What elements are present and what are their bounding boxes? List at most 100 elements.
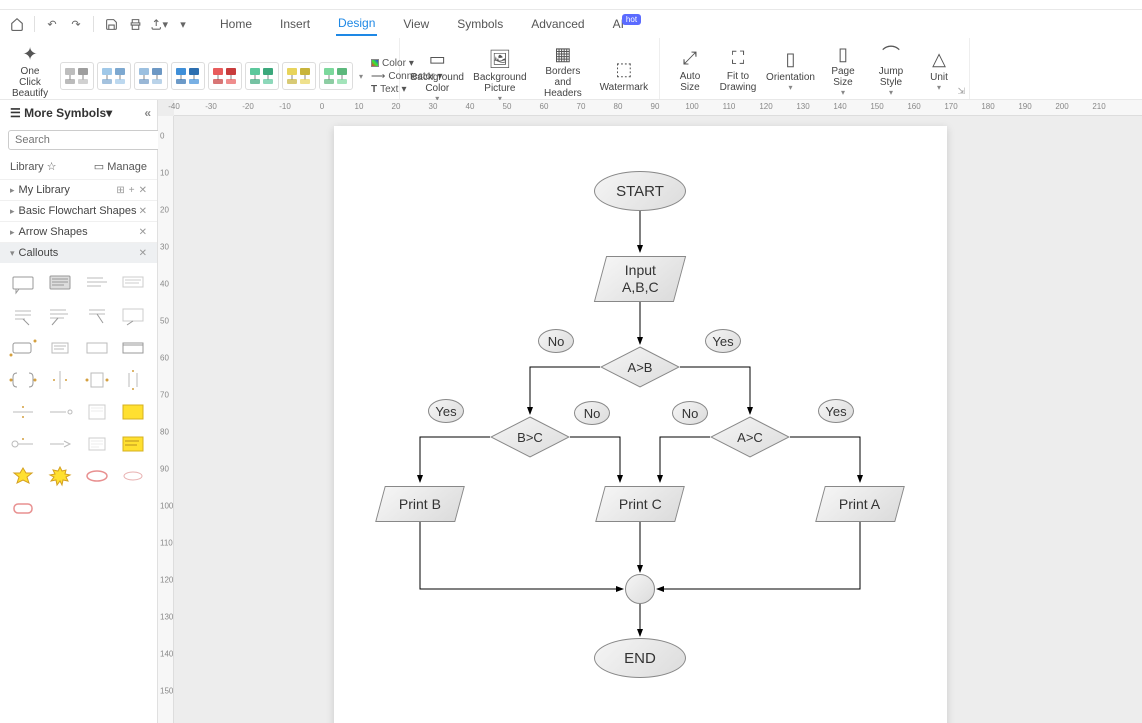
tab-insert[interactable]: Insert xyxy=(278,13,312,35)
theme-swatch-1[interactable] xyxy=(97,62,131,90)
add-lib-icon[interactable]: ⊞ xyxy=(116,185,124,196)
unit-button[interactable]: △Unit▾ xyxy=(917,48,961,94)
theme-swatch-3[interactable] xyxy=(171,62,205,90)
flowchart-connectors xyxy=(334,126,947,723)
autosize-button[interactable]: ⤢Auto Size xyxy=(668,47,712,95)
export-icon[interactable]: ▾ xyxy=(150,15,168,33)
node-d_ab[interactable]: A>B xyxy=(600,346,680,388)
tab-symbols[interactable]: Symbols xyxy=(455,13,505,35)
close-section-icon[interactable]: ✕ xyxy=(139,248,147,259)
node-pb[interactable]: Print B xyxy=(375,486,465,522)
tab-advanced[interactable]: Advanced xyxy=(529,13,586,35)
theme-swatch-2[interactable] xyxy=(134,62,168,90)
plus-lib-icon[interactable]: + xyxy=(129,185,135,196)
callout-shape-19[interactable] xyxy=(118,399,148,425)
callout-shape-15[interactable] xyxy=(118,367,148,393)
callout-shape-11[interactable] xyxy=(118,335,148,361)
close-section-icon[interactable]: ✕ xyxy=(139,206,147,217)
jumpstyle-button[interactable]: ⌒Jump Style▾ xyxy=(869,42,913,99)
theme-swatch-5[interactable] xyxy=(245,62,279,90)
callout-shape-8[interactable] xyxy=(8,335,38,361)
section-callouts[interactable]: ▾Callouts✕ xyxy=(0,242,157,263)
library-dropdown[interactable]: Library ☆ xyxy=(10,160,57,173)
bg-color-button[interactable]: ▭Background Color▾ xyxy=(408,48,467,105)
callout-shape-4[interactable] xyxy=(8,303,38,329)
theme-swatch-6[interactable] xyxy=(282,62,316,90)
tab-view[interactable]: View xyxy=(401,13,431,35)
callout-shape-2[interactable] xyxy=(82,271,112,297)
node-no_ab[interactable]: No xyxy=(538,329,574,353)
print-icon[interactable] xyxy=(126,15,144,33)
node-pa[interactable]: Print A xyxy=(815,486,905,522)
node-end[interactable]: END xyxy=(594,638,686,678)
theme-swatch-7[interactable] xyxy=(319,62,353,90)
callout-shape-17[interactable] xyxy=(45,399,75,425)
redo-icon[interactable]: ↷ xyxy=(67,15,85,33)
callout-shape-18[interactable] xyxy=(82,399,112,425)
pagesize-button[interactable]: ▯Page Size▾ xyxy=(821,42,865,99)
callout-shape-9[interactable] xyxy=(45,335,75,361)
node-d_ac[interactable]: A>C xyxy=(710,416,790,458)
callout-shape-13[interactable] xyxy=(45,367,75,393)
callout-shape-21[interactable] xyxy=(45,431,75,457)
borders-icon: ▦ xyxy=(554,44,571,64)
callout-shape-28[interactable] xyxy=(8,495,38,521)
callout-shape-12[interactable] xyxy=(8,367,38,393)
theme-swatch-4[interactable] xyxy=(208,62,242,90)
watermark-icon: ⬚ xyxy=(615,60,632,80)
home-icon[interactable] xyxy=(8,15,26,33)
orientation-button[interactable]: ▯Orientation▾ xyxy=(764,48,817,94)
section-my-library[interactable]: ▸My Library⊞+✕ xyxy=(0,179,157,200)
node-start[interactable]: START xyxy=(594,171,686,211)
callout-shape-20[interactable] xyxy=(8,431,38,457)
node-join[interactable] xyxy=(625,574,655,604)
sidebar-collapse-icon[interactable]: « xyxy=(144,106,151,120)
manage-link[interactable]: ▭ Manage xyxy=(94,160,147,173)
callout-shape-3[interactable] xyxy=(118,271,148,297)
node-no_bc[interactable]: No xyxy=(574,401,610,425)
canvas-area: -40-30-20-100102030405060708090100110120… xyxy=(158,100,1142,723)
fit-drawing-button[interactable]: ⛶Fit to Drawing xyxy=(716,47,760,95)
theme-swatch-0[interactable] xyxy=(60,62,94,90)
close-lib-icon[interactable]: ✕ xyxy=(139,185,147,196)
pagesetup-expand-icon[interactable]: ⇲ xyxy=(957,86,965,97)
callout-shape-14[interactable] xyxy=(82,367,112,393)
callout-shape-27[interactable] xyxy=(118,463,148,489)
drawing-page[interactable]: STARTInputA,B,CA>BB>CA>CNoYesYesNoNoYesP… xyxy=(334,126,947,723)
undo-icon[interactable]: ↶ xyxy=(43,15,61,33)
bg-picture-button[interactable]: 🖼Background Picture▾ xyxy=(471,48,530,105)
callout-shape-23[interactable] xyxy=(118,431,148,457)
theme-more-icon[interactable]: ▾ xyxy=(359,72,363,81)
callout-shape-5[interactable] xyxy=(45,303,75,329)
callout-shape-6[interactable] xyxy=(82,303,112,329)
callout-shape-0[interactable] xyxy=(8,271,38,297)
section-arrow-shapes[interactable]: ▸Arrow Shapes✕ xyxy=(0,221,157,242)
quick-access-toolbar: ↶ ↷ ▾ ▾ Home Insert Design View Symbols … xyxy=(0,10,1142,38)
node-no_ac[interactable]: No xyxy=(672,401,708,425)
tab-design[interactable]: Design xyxy=(336,12,377,36)
node-pc[interactable]: Print C xyxy=(595,486,685,522)
node-d_bc[interactable]: B>C xyxy=(490,416,570,458)
tab-home[interactable]: Home xyxy=(218,13,254,35)
callout-shape-24[interactable] xyxy=(8,463,38,489)
callout-shape-1[interactable] xyxy=(45,271,75,297)
callout-shapes-grid xyxy=(0,263,157,529)
sidebar-title: ☰ More Symbols▾ xyxy=(10,106,112,120)
callout-shape-10[interactable] xyxy=(82,335,112,361)
node-yes_ac[interactable]: Yes xyxy=(818,399,854,423)
callout-shape-25[interactable] xyxy=(45,463,75,489)
node-yes_ab[interactable]: Yes xyxy=(705,329,741,353)
watermark-button[interactable]: ⬚Watermark xyxy=(597,58,651,95)
node-input[interactable]: InputA,B,C xyxy=(594,256,686,302)
callout-shape-16[interactable] xyxy=(8,399,38,425)
callout-shape-26[interactable] xyxy=(82,463,112,489)
more-qat-icon[interactable]: ▾ xyxy=(174,15,192,33)
tab-ai[interactable]: AIhot xyxy=(611,13,643,35)
callout-shape-22[interactable] xyxy=(82,431,112,457)
symbol-search-input[interactable] xyxy=(8,130,164,150)
callout-shape-7[interactable] xyxy=(118,303,148,329)
node-yes_bc[interactable]: Yes xyxy=(428,399,464,423)
section-basic-flowchart[interactable]: ▸Basic Flowchart Shapes✕ xyxy=(0,200,157,221)
close-section-icon[interactable]: ✕ xyxy=(139,227,147,238)
save-icon[interactable] xyxy=(102,15,120,33)
